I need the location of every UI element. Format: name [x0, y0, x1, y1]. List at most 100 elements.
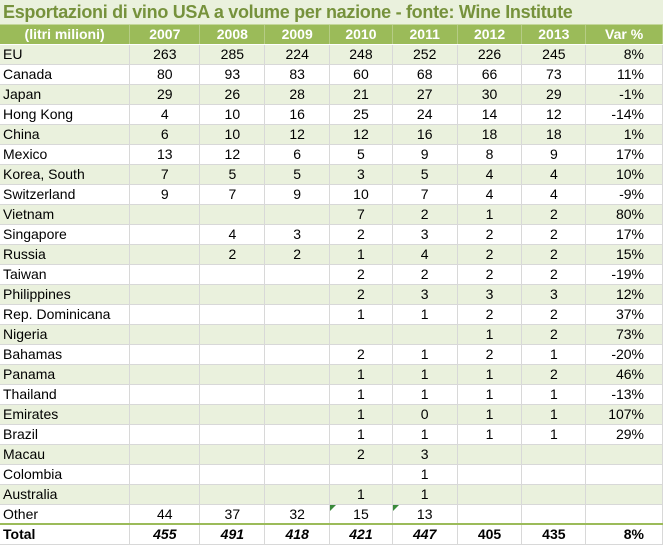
- cell-y2012[interactable]: 3: [457, 284, 523, 305]
- cell-y2011[interactable]: 1: [392, 464, 458, 485]
- cell-y2011[interactable]: 3: [392, 224, 458, 245]
- cell-var[interactable]: -19%: [585, 264, 663, 285]
- cell-var[interactable]: -20%: [585, 344, 663, 365]
- cell-y2012[interactable]: 1: [457, 424, 523, 445]
- cell-y2007[interactable]: 29: [129, 84, 201, 105]
- cell-y2013[interactable]: [521, 464, 587, 485]
- cell-y2009[interactable]: 83: [264, 64, 331, 85]
- cell-country[interactable]: Mexico: [0, 144, 131, 165]
- cell-y2013[interactable]: 2: [521, 364, 587, 385]
- cell-y2007[interactable]: [129, 304, 201, 325]
- cell-y2007[interactable]: [129, 384, 201, 405]
- cell-y2009[interactable]: [264, 304, 331, 325]
- cell-y2013[interactable]: 3: [521, 284, 587, 305]
- cell-y2009[interactable]: [264, 204, 331, 225]
- cell-var[interactable]: 1%: [585, 124, 663, 145]
- cell-y2010[interactable]: 1: [329, 484, 393, 505]
- cell-y2013[interactable]: 2: [521, 264, 587, 285]
- cell-y2007[interactable]: [129, 464, 201, 485]
- cell-y2010[interactable]: [329, 464, 393, 485]
- cell-y2011[interactable]: 5: [392, 164, 458, 185]
- cell-y2009[interactable]: [264, 364, 331, 385]
- total-cell-y2008[interactable]: 491: [199, 523, 266, 545]
- cell-country[interactable]: Emirates: [0, 404, 131, 425]
- header-unit[interactable]: (litri milioni): [0, 25, 131, 45]
- cell-y2011[interactable]: 0: [392, 404, 458, 425]
- cell-y2012[interactable]: [457, 444, 523, 465]
- cell-y2011[interactable]: 1: [392, 344, 458, 365]
- cell-y2009[interactable]: 6: [264, 144, 331, 165]
- cell-y2013[interactable]: 1: [521, 404, 587, 425]
- cell-y2009[interactable]: [264, 344, 331, 365]
- cell-y2011[interactable]: 2: [392, 204, 458, 225]
- cell-y2010[interactable]: 15: [329, 504, 393, 525]
- total-cell-y2007[interactable]: 455: [129, 523, 201, 545]
- cell-y2009[interactable]: 9: [264, 184, 331, 205]
- cell-y2010[interactable]: 1: [329, 424, 393, 445]
- cell-country[interactable]: Hong Kong: [0, 104, 131, 125]
- cell-var[interactable]: 80%: [585, 204, 663, 225]
- cell-y2013[interactable]: [521, 504, 587, 525]
- cell-y2011[interactable]: 1: [392, 424, 458, 445]
- cell-y2011[interactable]: 16: [392, 124, 458, 145]
- cell-y2013[interactable]: 9: [521, 144, 587, 165]
- cell-y2009[interactable]: 32: [264, 504, 331, 525]
- cell-country[interactable]: Nigeria: [0, 324, 131, 345]
- cell-y2011[interactable]: 1: [392, 304, 458, 325]
- cell-y2008[interactable]: [199, 304, 266, 325]
- cell-var[interactable]: [585, 444, 663, 465]
- cell-y2012[interactable]: 2: [457, 264, 523, 285]
- cell-y2008[interactable]: [199, 424, 266, 445]
- cell-country[interactable]: Taiwan: [0, 264, 131, 285]
- cell-y2011[interactable]: 68: [392, 64, 458, 85]
- cell-y2008[interactable]: [199, 384, 266, 405]
- cell-y2008[interactable]: [199, 264, 266, 285]
- cell-y2008[interactable]: [199, 364, 266, 385]
- cell-y2008[interactable]: 2: [199, 244, 266, 265]
- cell-y2012[interactable]: 8: [457, 144, 523, 165]
- cell-y2011[interactable]: 13: [392, 504, 458, 525]
- cell-country[interactable]: Philippines: [0, 284, 131, 305]
- cell-y2009[interactable]: 224: [264, 44, 331, 65]
- cell-y2010[interactable]: 1: [329, 244, 393, 265]
- cell-y2009[interactable]: [264, 484, 331, 505]
- cell-y2013[interactable]: [521, 444, 587, 465]
- cell-y2008[interactable]: 93: [199, 64, 266, 85]
- cell-y2011[interactable]: 2: [392, 264, 458, 285]
- cell-y2012[interactable]: [457, 484, 523, 505]
- cell-y2007[interactable]: 44: [129, 504, 201, 525]
- cell-y2013[interactable]: 18: [521, 124, 587, 145]
- cell-y2007[interactable]: 13: [129, 144, 201, 165]
- cell-country[interactable]: Korea, South: [0, 164, 131, 185]
- cell-y2010[interactable]: 5: [329, 144, 393, 165]
- cell-y2012[interactable]: 1: [457, 364, 523, 385]
- cell-y2009[interactable]: 5: [264, 164, 331, 185]
- header-2007[interactable]: 2007: [129, 25, 201, 45]
- cell-y2013[interactable]: 12: [521, 104, 587, 125]
- cell-y2009[interactable]: 16: [264, 104, 331, 125]
- cell-y2012[interactable]: 1: [457, 404, 523, 425]
- cell-var[interactable]: 73%: [585, 324, 663, 345]
- cell-y2009[interactable]: [264, 324, 331, 345]
- cell-country[interactable]: Russia: [0, 244, 131, 265]
- cell-y2007[interactable]: [129, 284, 201, 305]
- cell-y2007[interactable]: 263: [129, 44, 201, 65]
- cell-y2009[interactable]: 28: [264, 84, 331, 105]
- cell-var[interactable]: -1%: [585, 84, 663, 105]
- cell-y2011[interactable]: [392, 324, 458, 345]
- cell-y2007[interactable]: [129, 244, 201, 265]
- cell-y2007[interactable]: [129, 484, 201, 505]
- cell-y2009[interactable]: [264, 264, 331, 285]
- cell-y2010[interactable]: 3: [329, 164, 393, 185]
- cell-y2009[interactable]: [264, 444, 331, 465]
- header-2013[interactable]: 2013: [521, 25, 587, 45]
- cell-y2011[interactable]: 3: [392, 284, 458, 305]
- cell-y2013[interactable]: 73: [521, 64, 587, 85]
- cell-y2007[interactable]: [129, 224, 201, 245]
- cell-y2008[interactable]: 4: [199, 224, 266, 245]
- cell-var[interactable]: [585, 464, 663, 485]
- cell-y2007[interactable]: [129, 424, 201, 445]
- cell-y2009[interactable]: [264, 384, 331, 405]
- cell-y2008[interactable]: [199, 464, 266, 485]
- cell-y2010[interactable]: 1: [329, 384, 393, 405]
